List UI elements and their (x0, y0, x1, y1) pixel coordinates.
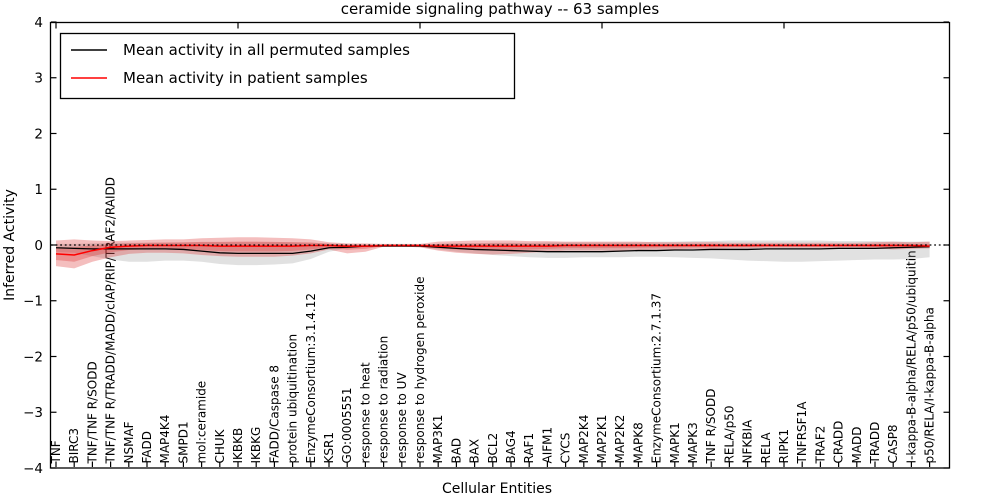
y-tick-label: 4 (34, 15, 43, 31)
x-tick-label: MAP4K4 (158, 415, 172, 464)
y-tick-label: 0 (34, 238, 43, 254)
y-tick-label: 3 (34, 71, 43, 87)
x-tick-label: MADD (850, 426, 864, 463)
y-tick-label: −1 (23, 294, 43, 310)
x-tick-label: IKBKB (231, 428, 245, 464)
x-tick-label: TNF/TNF R/TRADD/MADD/cIAP/RIP/TRAF2/RAID… (104, 177, 118, 465)
x-tick-label: BAX (468, 439, 482, 464)
x-tick-label: NFKBIA (741, 419, 755, 464)
x-tick-label: IKBKG (249, 427, 263, 464)
x-tick-label: EnzymeConsortium:2.7.1.37 (650, 293, 664, 464)
x-tick-label: BAG4 (504, 430, 518, 463)
x-tick-label: BAD (449, 438, 463, 464)
x-tick-label: FADD/Caspase 8 (267, 365, 281, 464)
x-tick-label: MAP2K2 (613, 415, 627, 464)
x-tick-label: RIPK1 (777, 429, 791, 464)
x-tick-label: TRAF2 (813, 426, 827, 465)
x-tick-label: AIFM1 (540, 427, 554, 464)
x-tick-label: EnzymeConsortium:3.1.4.12 (304, 293, 318, 464)
legend-label-permuted: Mean activity in all permuted samples (123, 41, 410, 59)
x-tick-label: MAP2K4 (577, 415, 591, 464)
x-tick-label: BIRC3 (67, 428, 81, 464)
legend: Mean activity in all permuted samples Me… (59, 32, 516, 100)
x-tick-label: response to heat (358, 362, 372, 464)
x-tick-label: response to hydrogen peroxide (413, 276, 427, 463)
x-tick-label: KSR1 (322, 432, 336, 463)
x-tick-label: I-kappa-B-alpha/RELA/p50/ubiquitin (904, 250, 918, 463)
x-tick-label: MAP3K1 (431, 415, 445, 464)
x-tick-label: CHUK (213, 428, 227, 463)
x-tick-label: RAF1 (522, 433, 536, 464)
plot-frame (49, 21, 951, 469)
legend-label-patient: Mean activity in patient samples (123, 69, 368, 87)
x-tick-label: MAPK3 (686, 422, 700, 463)
x-tick-label: CASP8 (886, 424, 900, 463)
x-tick-label: MAPK1 (668, 422, 682, 463)
x-tick-label: NSMAF (122, 421, 136, 463)
chart-title: ceramide signaling pathway -- 63 samples (341, 0, 660, 18)
x-tick-label: CYCS (559, 433, 573, 464)
y-tick-label: 1 (34, 182, 43, 198)
x-tick-label: TNF R/SODD (704, 389, 718, 465)
x-tick-label: FADD (140, 431, 154, 464)
x-tick-label: MAP2K1 (595, 415, 609, 464)
x-tick-label: response to UV (395, 372, 409, 464)
x-tick-label: RELA/p50 (722, 405, 736, 463)
y-tick-label: −2 (23, 349, 43, 365)
x-tick-label: TNFRSF1A (795, 401, 809, 465)
x-tick-label: TRADD (868, 422, 882, 465)
y-tick-label: 2 (34, 126, 43, 142)
legend-box (59, 32, 516, 100)
x-tick-label: GO:0005551 (340, 387, 354, 463)
x-axis-label: Cellular Entities (442, 481, 552, 497)
x-tick-label: p50/RELA/I-kappa-B-alpha (923, 307, 937, 463)
x-tick-label: RELA (759, 432, 773, 464)
y-tick-label: −3 (23, 405, 43, 421)
permuted-mean-line (55, 245, 930, 255)
x-tick-label: TNF (49, 440, 63, 464)
x-tick-label: CRADD (832, 421, 846, 464)
y-axis-label: Inferred Activity (2, 189, 18, 301)
x-tick-label: response to radiation (377, 336, 391, 464)
x-tick-label: MAPK8 (631, 422, 645, 463)
x-tick-label: mol:ceramide (195, 381, 209, 464)
x-tick-label: TNF/TNF R/SODD (85, 361, 99, 464)
x-tick-label: SMPD1 (176, 421, 190, 463)
x-tick-label: protein ubiquitination (286, 334, 300, 464)
x-tick-label: BCL2 (486, 433, 500, 464)
y-tick-label: −4 (23, 461, 43, 477)
